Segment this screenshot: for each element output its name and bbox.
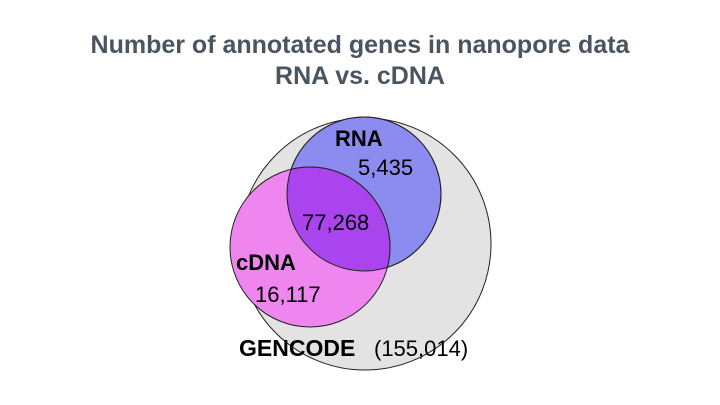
gencode-label: GENCODE (239, 335, 355, 361)
gencode-count: (155,014) (374, 336, 468, 361)
rna-label: RNA (335, 126, 383, 151)
title-line-1: Number of annotated genes in nanopore da… (90, 31, 630, 59)
cdna-label: cDNA (236, 250, 296, 275)
diagram-title: Number of annotated genes in nanopore da… (0, 30, 720, 92)
overlap-count: 77,268 (302, 210, 369, 235)
title-line-2: RNA vs. cDNA (275, 62, 445, 90)
overlap-region (287, 167, 390, 271)
cdna-only-count: 16,117 (255, 282, 321, 307)
rna-only-count: 5,435 (358, 155, 413, 180)
